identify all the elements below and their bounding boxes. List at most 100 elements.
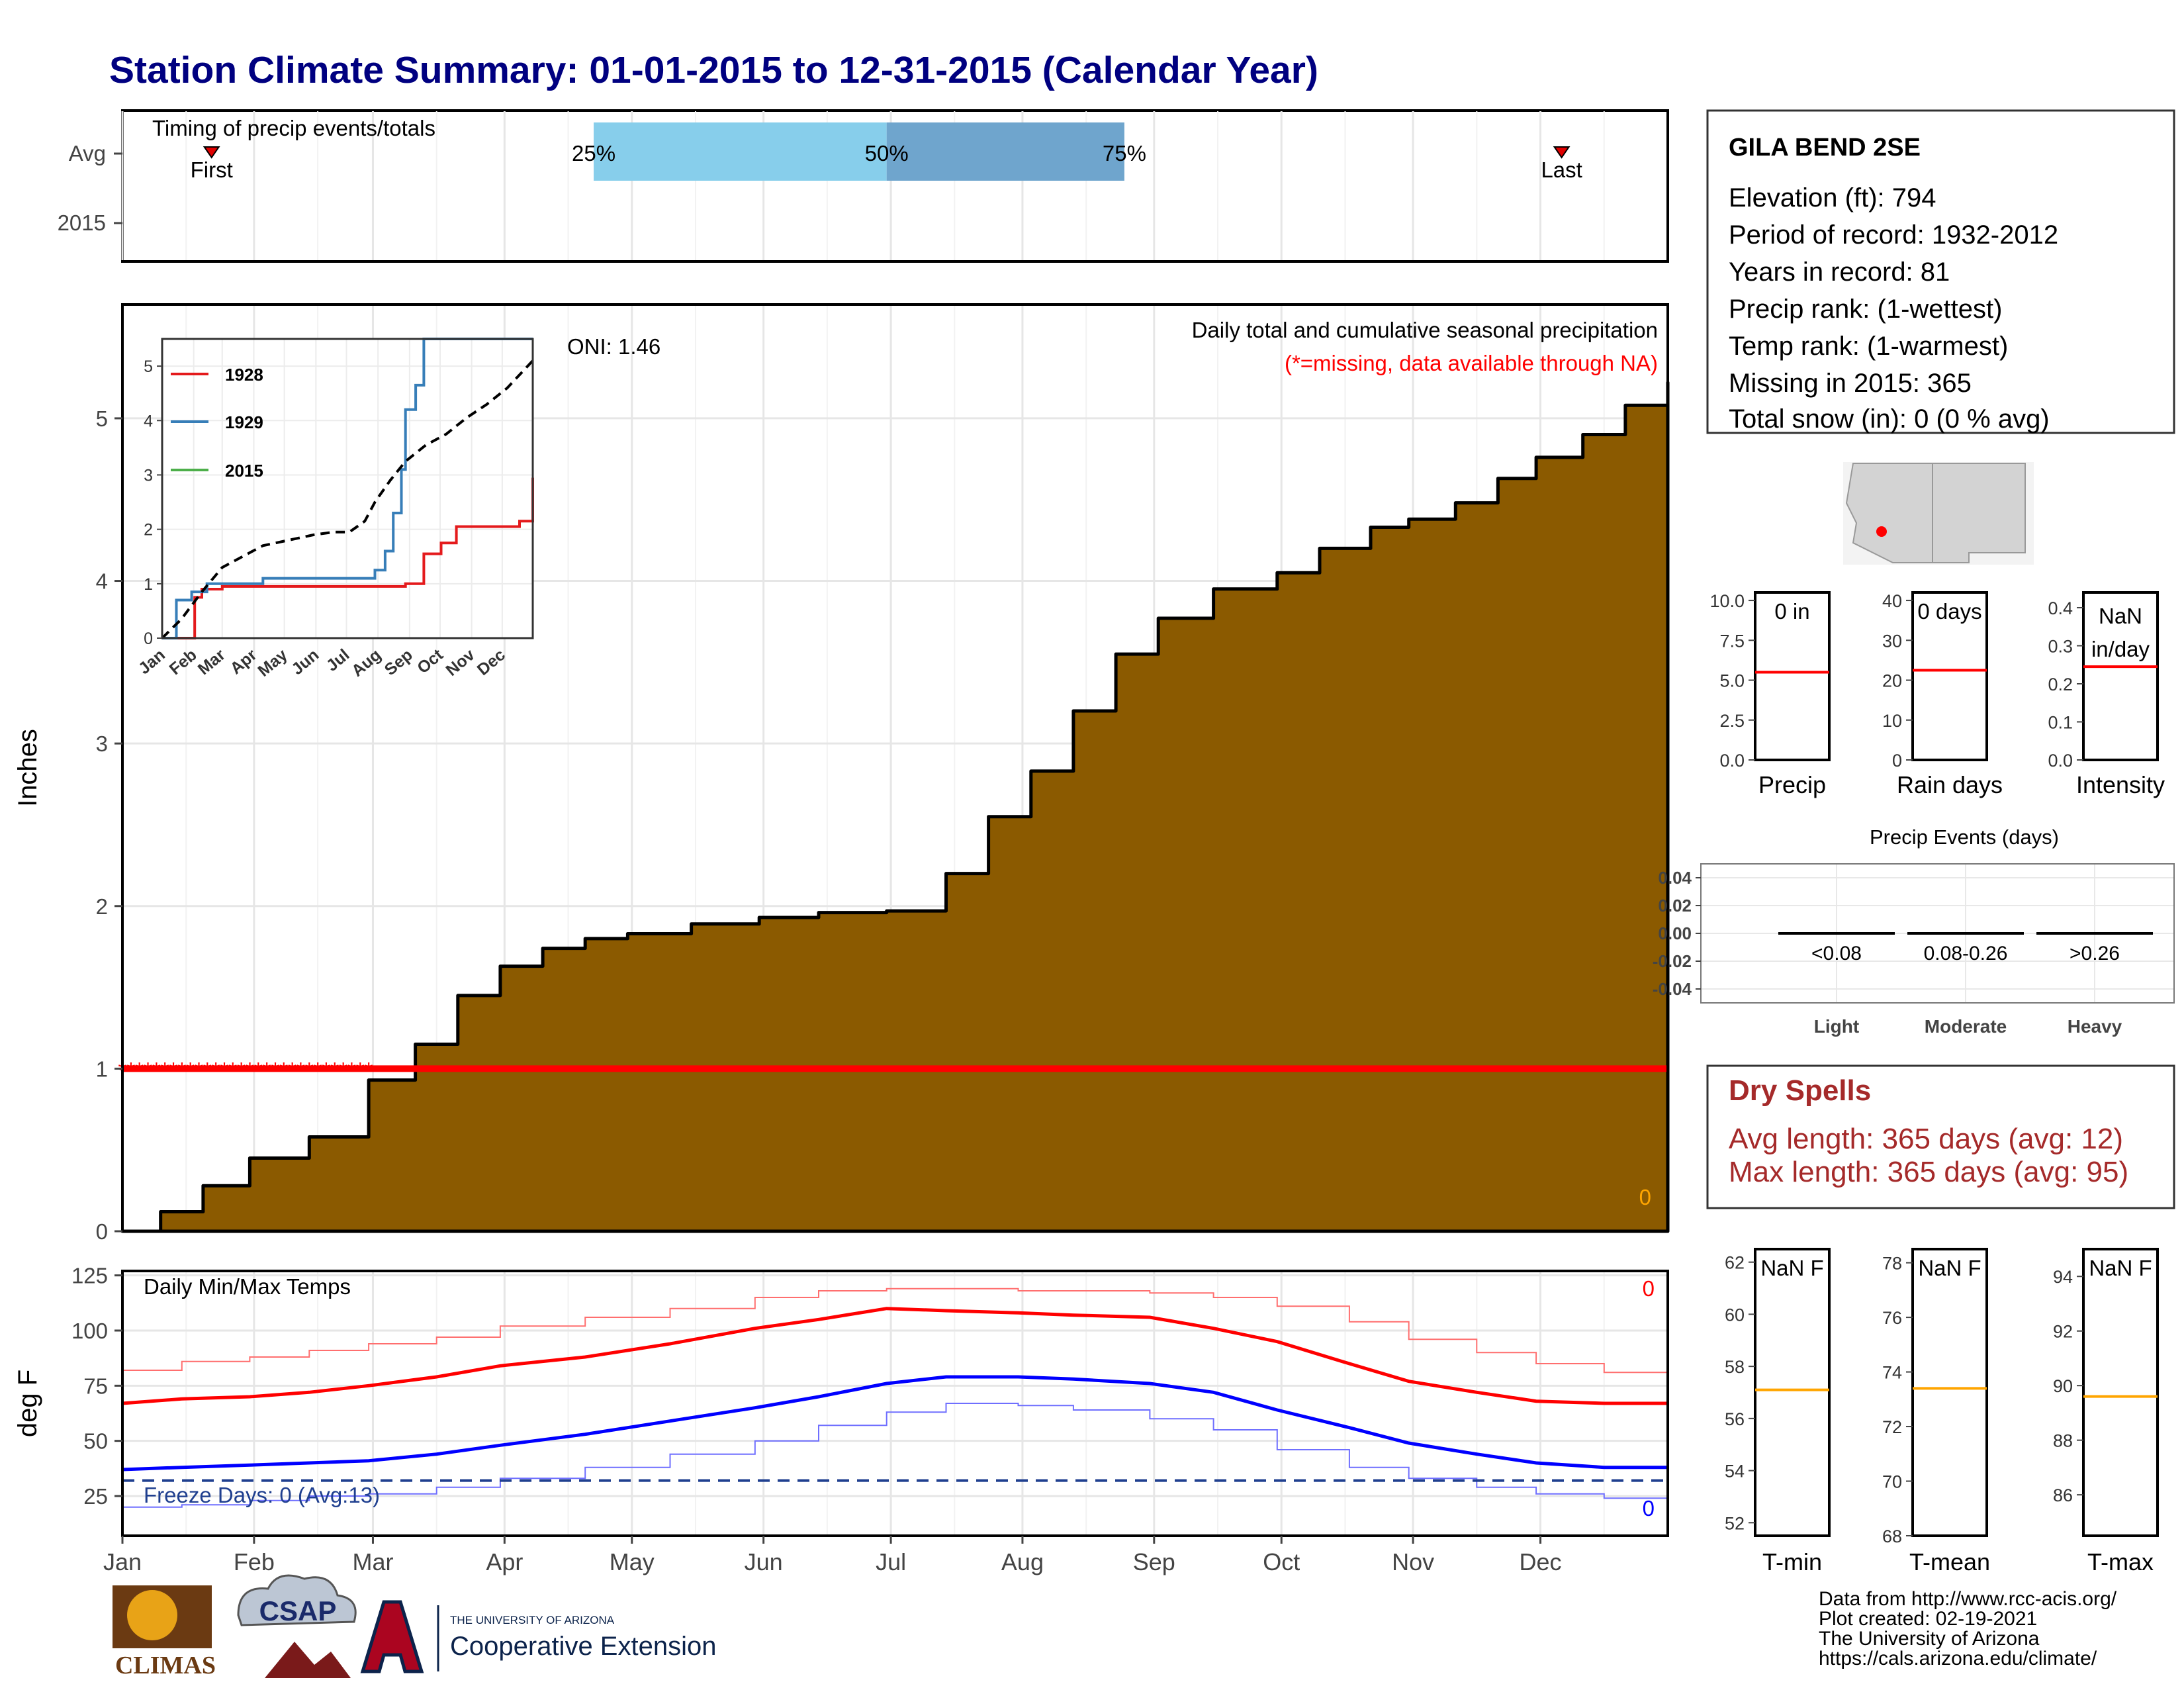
- precip-y-axis: 0 1 2 3 4 5: [96, 406, 122, 1244]
- missing-marker: *: [254, 1058, 263, 1083]
- missing-marker: *: [271, 1058, 279, 1083]
- temp-top-right-value: 0: [1643, 1276, 1655, 1301]
- missing-marker: *: [228, 1058, 237, 1083]
- temp-rank-panel-label: T-min: [1762, 1548, 1822, 1575]
- timing-row-avg: Avg: [69, 141, 106, 165]
- missing-marker: *: [186, 1058, 195, 1083]
- temp-rank-panel-ytick-label: 70: [1882, 1472, 1902, 1492]
- page-title: Station Climate Summary: 01-01-2015 to 1…: [109, 49, 1318, 91]
- record-low-temp-line: [122, 1403, 1668, 1508]
- inset-ytick-label: 4: [144, 412, 153, 430]
- precip-rank-panel-label: Precip: [1758, 771, 1826, 798]
- precip-ytick-label: 3: [96, 731, 108, 756]
- station-info-frame: [1706, 109, 2175, 434]
- inset-ytick-label: 5: [144, 357, 153, 376]
- precip-rank-panel-ytick-label: 7.5: [1719, 631, 1745, 651]
- precip-rank-panel-2: 0.0 0.1 0.2 0.3 0.4 NaN in/day Intensity: [2048, 591, 2165, 798]
- precip-ytick-label: 0: [96, 1219, 108, 1244]
- dry-spells-title: Dry Spells: [1729, 1074, 1871, 1107]
- events-bars: <0.08 Light 0.08-0.26 Moderate >0.26 Heavy: [1778, 932, 2153, 1037]
- events-ytick-label: 0.00: [1658, 923, 1692, 943]
- temp-ytick-label: 50: [83, 1429, 108, 1454]
- ua-logo-a-mark: [360, 1600, 424, 1673]
- precip-panel-title: Daily total and cumulative seasonal prec…: [1192, 318, 1658, 342]
- temp-ytick-label: 25: [83, 1484, 108, 1509]
- precip-rank-panel-1: 0 10 20 30 40 0 days Rain days: [1882, 591, 2003, 798]
- inset-frame-bg: [162, 339, 533, 638]
- precip-rank-panel-ytick-label: 5.0: [1719, 671, 1745, 691]
- temp-rank-panel-ytick-label: 52: [1725, 1513, 1745, 1533]
- precip-y-label: Inches: [13, 729, 42, 807]
- temp-rank-panel-ytick-label: 60: [1725, 1305, 1745, 1325]
- month-label: Feb: [234, 1548, 275, 1575]
- missing-marker: *: [177, 1058, 186, 1083]
- missing-marker: *: [152, 1058, 161, 1083]
- precip-rank-panel-value-text-unit: in/day: [2091, 637, 2150, 661]
- events-ytick-label: -0.02: [1653, 951, 1692, 971]
- precip-events-panel: Precip Events (days) <0.08 Light 0.08-0.26…: [1653, 825, 2175, 1037]
- missing-marker: *: [135, 1058, 144, 1083]
- precip-panel-border: [121, 303, 1669, 1233]
- precip-rank-panel-ytick-label: 0.1: [2048, 713, 2073, 733]
- missing-marker: *: [262, 1058, 271, 1083]
- station-name: GILA BEND 2SE: [1729, 134, 1921, 162]
- dry-spells-avg: Avg length: 365 days (avg: 12): [1729, 1123, 2123, 1155]
- temp-rank-panel-0: 52 54 56 58 60 62 NaN F T-min: [1725, 1248, 1831, 1575]
- missing-marker: *: [212, 1058, 220, 1083]
- month-label: Oct: [1263, 1548, 1300, 1575]
- freeze-days-text: Freeze Days: 0 (Avg:13): [144, 1483, 380, 1507]
- missing-marker: *: [322, 1058, 330, 1083]
- temp-ytick-label: 125: [71, 1264, 108, 1288]
- precip-ytick-label: 5: [96, 406, 108, 431]
- precip-rank-panel-ytick-label: 0.4: [2048, 598, 2073, 618]
- precip-panel: * * * * * * * * * * * * * * * * * * * * * * * * * * * * * * 0 1 2 3 4 5 In…: [13, 303, 1670, 1244]
- precip-rank-panel-frame: [2082, 591, 2159, 761]
- temp-rank-panel-frame: [1911, 1248, 1988, 1537]
- station-line-precip-rank: Precip rank: (1-wettest): [1729, 295, 2002, 324]
- record-high-temp-line: [122, 1288, 1668, 1374]
- footer-line-created: Plot created: 02-19-2021: [1819, 1608, 2037, 1630]
- locator-map: [1843, 462, 2034, 565]
- temp-panel-frame: [122, 1271, 1668, 1536]
- precip-rank-panel-ytick-label: 30: [1882, 631, 1902, 651]
- precip-rank-panel-ytick-label: 20: [1882, 671, 1902, 691]
- legend-label-2015: 2015: [225, 461, 263, 481]
- temp-rank-panel-2: 86 88 90 92 94 NaN F T-max: [2053, 1248, 2159, 1575]
- station-line-elevation: Elevation (ft): 794: [1729, 183, 1936, 212]
- legend-label-1928: 1928: [225, 365, 263, 385]
- missing-marker: *: [339, 1058, 347, 1083]
- temp-rank-panel-ytick-label: 68: [1882, 1526, 1902, 1546]
- missing-marker: *: [169, 1058, 177, 1083]
- last-event-marker: [1553, 146, 1570, 159]
- temp-rank-panel-ytick-label: 76: [1882, 1308, 1902, 1328]
- precip-rank-panel-0: 0.0 2.5 5.0 7.5 10.0 0 in Precip: [1709, 591, 1831, 798]
- missing-marker: *: [161, 1058, 169, 1083]
- month-label: Apr: [486, 1548, 523, 1575]
- precip-corner-value: 0: [1639, 1185, 1651, 1209]
- station-line-period: Period of record: 1932-2012: [1729, 220, 2058, 250]
- events-ytick-label: 0.04: [1658, 868, 1692, 888]
- missing-data-markers: * * * * * * * * * * * * * * * * * * * * * * * * * * * * * *: [118, 1058, 373, 1083]
- precip-rank-panel-ytick-label: 0.2: [2048, 675, 2073, 694]
- missing-marker: *: [305, 1058, 314, 1083]
- temp-rank-panel-ytick-label: 86: [2053, 1485, 2073, 1505]
- precip-rank-panel-ytick-label: 0.0: [2048, 751, 2073, 771]
- temp-ytick-label: 75: [83, 1374, 108, 1398]
- missing-marker: *: [288, 1058, 296, 1083]
- quartile-25-label: 25%: [572, 141, 615, 165]
- temp-panel-border: [121, 1270, 1669, 1537]
- missing-note: (*=missing, data available through NA): [1285, 351, 1658, 375]
- events-ytick-label: 0.02: [1658, 896, 1692, 915]
- missing-marker: *: [313, 1058, 322, 1083]
- precip-rank-panel-value-text: NaN: [2099, 604, 2142, 628]
- precip-rank-panel-value-text: 0 days: [1917, 599, 1981, 624]
- month-label: Nov: [1392, 1548, 1434, 1575]
- timing-row-2015: 2015: [58, 211, 106, 235]
- precip-ytick-label: 1: [96, 1056, 108, 1081]
- avg-min-temp-line: [122, 1375, 1668, 1472]
- events-category-label: Light: [1814, 1016, 1859, 1037]
- temp-rank-panel-ytick-label: 90: [2053, 1376, 2073, 1396]
- temp-rank-panel-ytick-label: 62: [1725, 1253, 1745, 1273]
- station-info: GILA BEND 2SE Elevation (ft): 794 Period…: [1706, 109, 2175, 434]
